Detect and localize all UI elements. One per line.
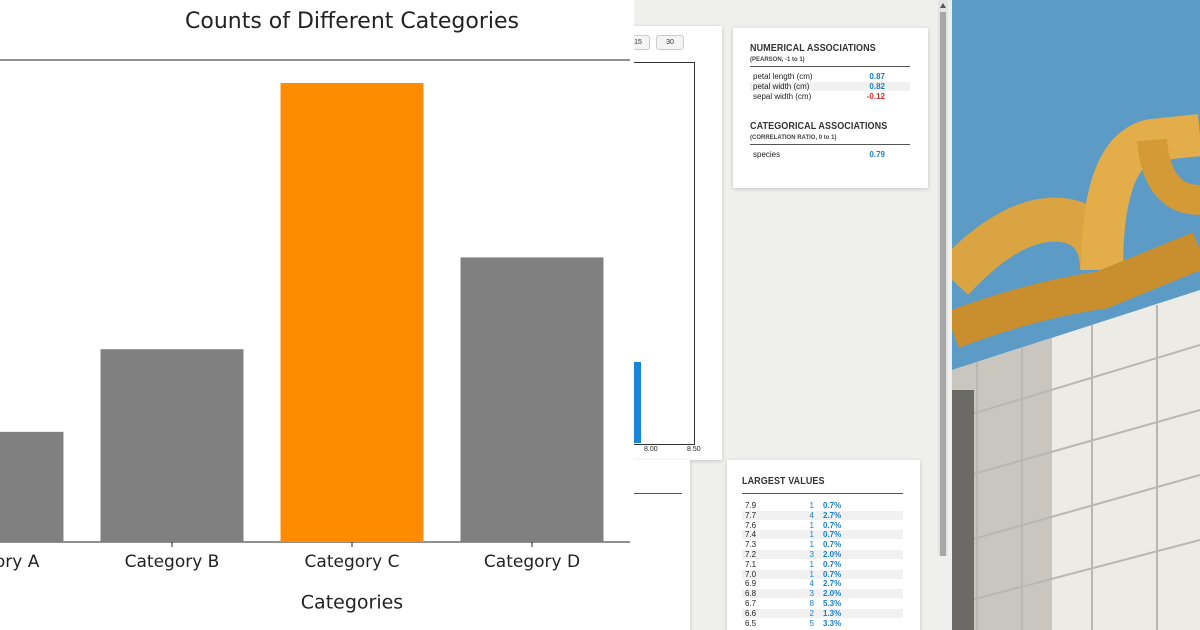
largest-values-card: LARGEST VALUES 7.9 1 0.7% 7.7 4 2.7% 7.6 1 0.7% 7.…: [727, 460, 920, 630]
histogram-frame: [634, 62, 695, 445]
row-stripe: [742, 530, 903, 540]
percent-cell: 5.3%: [823, 599, 842, 608]
value-cell: 7.6: [745, 520, 757, 530]
value-cell: 7.2: [745, 550, 757, 559]
row-label: petal width (cm): [753, 82, 810, 91]
percent-cell: 0.7%: [823, 569, 842, 579]
range-button[interactable]: 30: [656, 35, 684, 50]
percent-cell: 2.7%: [823, 579, 842, 589]
value-cell: 7.7: [745, 510, 757, 520]
x-tick-label: Category B: [125, 552, 220, 572]
count-cell: 2: [809, 608, 814, 618]
section-subtitle: (CORRELATION RATIO, 0 to 1): [750, 135, 837, 141]
x-tick-label: Category A: [0, 552, 40, 572]
count-cell: 1: [809, 559, 814, 569]
count-cell: 3: [809, 589, 814, 599]
row-value: 0.87: [869, 72, 885, 81]
percent-cell: 0.7%: [823, 520, 842, 530]
row-label: petal length (cm): [753, 72, 813, 81]
row-stripe: [742, 589, 903, 599]
x-tick-label: Category D: [484, 552, 580, 572]
value-cell: 6.9: [745, 579, 757, 589]
row-label: sepal width (cm): [753, 92, 812, 101]
histogram-bar: [634, 362, 641, 443]
ui-panel: NUMERICAL ASSOCIATIONS (PEARSON, -1 to 1)…: [634, 0, 952, 630]
chart: Counts of Different Categories Categorie…: [0, 9, 630, 614]
row-value: 0.79: [869, 150, 885, 159]
range-button[interactable]: 15: [634, 35, 650, 50]
x-tick-label: Category C: [305, 552, 400, 572]
row-value: 0.82: [869, 82, 885, 91]
value-cell: 6.5: [745, 618, 757, 628]
value-cell: 6.7: [745, 599, 757, 608]
section-title: LARGEST VALUES: [742, 476, 825, 487]
percent-cell: 2.7%: [823, 510, 842, 520]
percent-cell: 2.0%: [823, 550, 842, 559]
percent-cell: 3.3%: [823, 618, 842, 628]
scroll-thumb[interactable]: [940, 12, 946, 556]
side-card: [634, 460, 690, 630]
chart-title: Counts of Different Categories: [185, 9, 519, 34]
percent-cell: 2.0%: [823, 589, 842, 599]
count-cell: 1: [809, 530, 814, 540]
count-cell: 4: [809, 510, 814, 520]
divider: [750, 144, 910, 145]
percent-cell: 0.7%: [823, 540, 842, 550]
value-cell: 7.4: [745, 530, 757, 540]
value-cell: 7.0: [745, 569, 757, 579]
scrollbar[interactable]: [938, 0, 948, 556]
value-cell: 7.3: [745, 540, 757, 550]
count-cell: 3: [809, 550, 814, 559]
row-stripe: [742, 569, 903, 579]
percent-cell: 1.3%: [823, 608, 842, 618]
section-title: NUMERICAL ASSOCIATIONS: [750, 43, 876, 54]
divider: [742, 493, 903, 494]
value-cell: 7.1: [745, 559, 757, 569]
row-stripe: [742, 510, 903, 520]
percent-cell: 0.7%: [823, 559, 842, 569]
count-cell: 8: [809, 599, 814, 608]
photo: [952, 0, 1200, 630]
divider: [750, 66, 910, 67]
x-tick-label: 8.50: [687, 446, 701, 453]
row-value: -0.12: [866, 92, 885, 101]
associations-card: NUMERICAL ASSOCIATIONS (PEARSON, -1 to 1)…: [733, 28, 928, 188]
section-subtitle: (PEARSON, -1 to 1): [750, 57, 805, 63]
value-cell: 6.8: [745, 589, 757, 599]
x-axis-label: Categories: [301, 592, 403, 614]
row-stripe: [742, 550, 903, 559]
row-stripe: [742, 608, 903, 618]
count-cell: 1: [809, 540, 814, 550]
row-label: species: [753, 150, 781, 159]
value-cell: 6.6: [745, 608, 757, 618]
percent-cell: 0.7%: [823, 530, 842, 540]
x-tick-label: 8.00: [644, 446, 658, 453]
count-cell: 1: [809, 520, 814, 530]
count-cell: 5: [809, 618, 814, 628]
percent-cell: 0.7%: [823, 501, 842, 510]
bar: [460, 257, 604, 542]
section-title: CATEGORICAL ASSOCIATIONS: [750, 121, 888, 132]
bar: [0, 431, 64, 542]
count-cell: 1: [809, 569, 814, 579]
value-cell: 7.9: [745, 501, 757, 510]
divider: [634, 493, 682, 494]
count-cell: 1: [809, 501, 814, 510]
row-stripe: [750, 82, 910, 91]
count-cell: 4: [809, 579, 814, 589]
histogram-card: [634, 26, 722, 460]
scroll-arrow[interactable]: [940, 3, 946, 8]
bar: [100, 349, 244, 542]
bar: [280, 82, 424, 542]
